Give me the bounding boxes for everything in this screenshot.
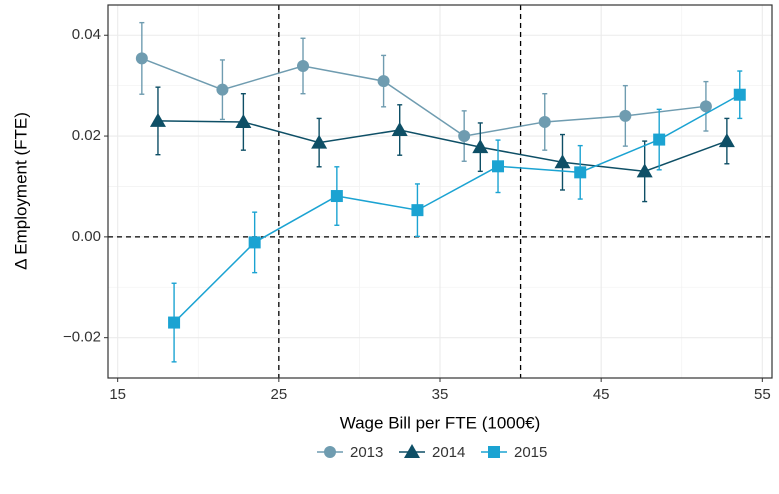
- panel-border: [107, 4, 773, 379]
- marker: [411, 204, 424, 217]
- x-tick-label: 35: [432, 386, 449, 403]
- marker: [718, 133, 735, 148]
- marker: [324, 446, 336, 458]
- marker: [168, 316, 181, 329]
- marker: [216, 83, 229, 96]
- series-line: [141, 57, 707, 137]
- marker: [554, 154, 571, 169]
- x-tick-label: 45: [593, 386, 610, 403]
- y-axis-title: Δ Employment (FTE): [11, 112, 30, 270]
- marker: [235, 113, 252, 128]
- y-tick-label: 0.04: [72, 26, 101, 43]
- marker: [699, 100, 712, 113]
- marker: [492, 160, 505, 173]
- marker: [330, 190, 343, 203]
- marker: [377, 75, 390, 88]
- marker: [472, 139, 489, 154]
- y-tick-label: 0.02: [72, 127, 101, 144]
- marker: [297, 59, 310, 72]
- marker: [404, 444, 420, 458]
- series-line: [157, 120, 728, 173]
- series-line: [173, 94, 741, 324]
- legend-label: 2013: [350, 444, 383, 461]
- marker: [248, 236, 261, 249]
- legend-label: 2015: [514, 444, 547, 461]
- marker: [574, 166, 587, 179]
- marker: [636, 163, 653, 178]
- marker: [733, 88, 746, 101]
- marker: [458, 130, 471, 143]
- marker: [619, 109, 632, 122]
- x-axis-title: Wage Bill per FTE (1000€): [340, 413, 541, 432]
- marker: [538, 115, 551, 128]
- marker: [311, 134, 328, 149]
- marker: [149, 112, 166, 127]
- marker: [391, 122, 408, 137]
- legend-label: 2014: [432, 444, 465, 461]
- y-tick-label: −0.02: [63, 329, 101, 346]
- x-tick-label: 25: [270, 386, 287, 403]
- y-tick-label: 0.00: [72, 228, 101, 245]
- marker: [488, 446, 500, 458]
- marker: [135, 52, 148, 65]
- marker: [653, 133, 666, 146]
- x-tick-label: 55: [754, 386, 771, 403]
- x-tick-label: 15: [109, 386, 126, 403]
